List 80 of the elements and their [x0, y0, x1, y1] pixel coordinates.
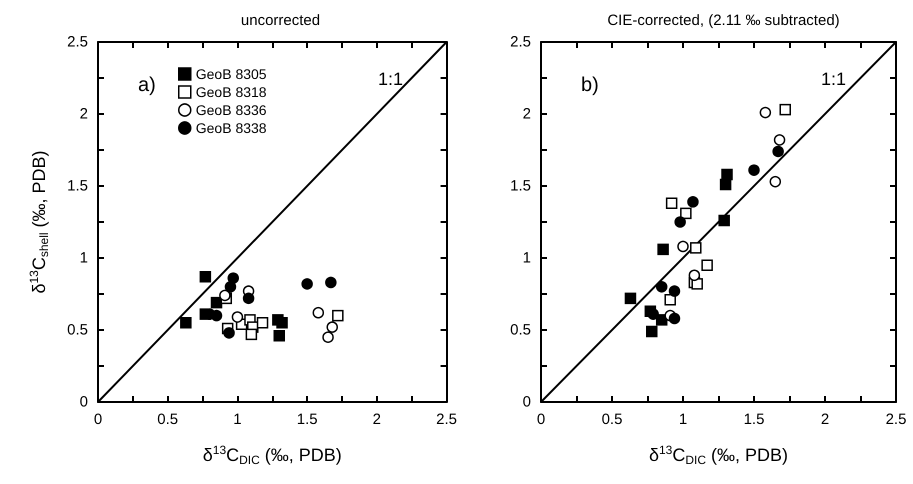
point — [721, 168, 733, 180]
point — [246, 328, 258, 340]
point — [228, 272, 239, 284]
point — [325, 276, 337, 288]
y-tick-label: 0 — [80, 394, 88, 410]
point — [664, 294, 676, 306]
point — [322, 331, 334, 343]
point — [276, 317, 288, 329]
x-tick-label: 2.5 — [436, 411, 458, 428]
y-tick-label: 2 — [522, 106, 531, 122]
point — [774, 134, 786, 146]
point — [701, 259, 713, 271]
point — [312, 306, 324, 318]
point — [779, 104, 791, 116]
point — [677, 240, 689, 252]
y-tick-label: 1 — [80, 250, 88, 266]
legend-label: GeoB 8336 — [196, 102, 267, 118]
point — [687, 196, 699, 208]
point — [624, 292, 636, 304]
x-tick-label: 0.5 — [157, 411, 178, 428]
legend-label: GeoB 8338 — [196, 120, 267, 136]
point — [680, 208, 692, 220]
annotation: a) — [138, 74, 156, 96]
x-tick-label: 2 — [372, 411, 382, 428]
point — [674, 216, 686, 228]
point — [219, 290, 231, 302]
chart-title: uncorrected — [240, 12, 320, 29]
point — [274, 330, 286, 342]
point — [210, 296, 222, 308]
chart-title: CIE-corrected, (2.11 ‰ subtracted) — [607, 12, 840, 29]
point — [332, 310, 344, 322]
point — [657, 244, 669, 256]
x-tick-label: 0 — [536, 411, 546, 428]
point — [223, 327, 235, 339]
x-tick-label: 1 — [678, 411, 688, 428]
y-tick-label: 0.5 — [510, 322, 531, 338]
point — [688, 270, 700, 282]
x-tick-label: 2 — [820, 411, 830, 428]
y-tick-label: 2 — [80, 106, 88, 122]
point — [720, 178, 732, 190]
x-tick-label: 1 — [233, 411, 242, 428]
point — [656, 281, 668, 293]
point — [668, 285, 680, 297]
point — [647, 308, 659, 320]
point — [690, 242, 702, 254]
point — [210, 310, 222, 322]
annotation: b) — [581, 74, 599, 96]
point — [200, 270, 212, 282]
y-tick-label: 2.5 — [510, 34, 531, 50]
x-tick-label: 1.5 — [744, 411, 764, 428]
y-tick-label: 0 — [522, 394, 531, 410]
point — [180, 317, 192, 329]
legend-label: GeoB 8318 — [196, 84, 267, 100]
x-tick-label: 2.5 — [886, 411, 906, 428]
x-tick-label: 0 — [94, 411, 102, 428]
annotation: 1:1 — [378, 69, 404, 89]
point — [718, 214, 730, 226]
point — [770, 176, 782, 188]
point — [748, 164, 760, 176]
y-tick-label: 0.5 — [67, 322, 88, 338]
point — [646, 326, 658, 338]
point — [326, 321, 338, 333]
y-axis-title: δ13Cshell (‰, PDB) — [27, 150, 51, 294]
point — [760, 106, 772, 118]
y-tick-label: 1.5 — [67, 178, 88, 194]
y-tick-label: 1.5 — [510, 178, 531, 194]
point — [242, 292, 254, 304]
point — [224, 281, 236, 293]
point — [772, 146, 784, 158]
y-tick-label: 1 — [522, 250, 531, 266]
annotation: 1:1 — [821, 69, 846, 89]
x-tick-label: 0.5 — [602, 411, 622, 428]
point — [301, 278, 313, 290]
point — [668, 312, 680, 324]
y-tick-label: 2.5 — [67, 34, 88, 50]
point — [256, 317, 268, 329]
point — [666, 198, 678, 210]
legend-label: GeoB 8305 — [196, 66, 267, 82]
point — [232, 311, 244, 323]
x-tick-label: 1.5 — [296, 411, 318, 428]
